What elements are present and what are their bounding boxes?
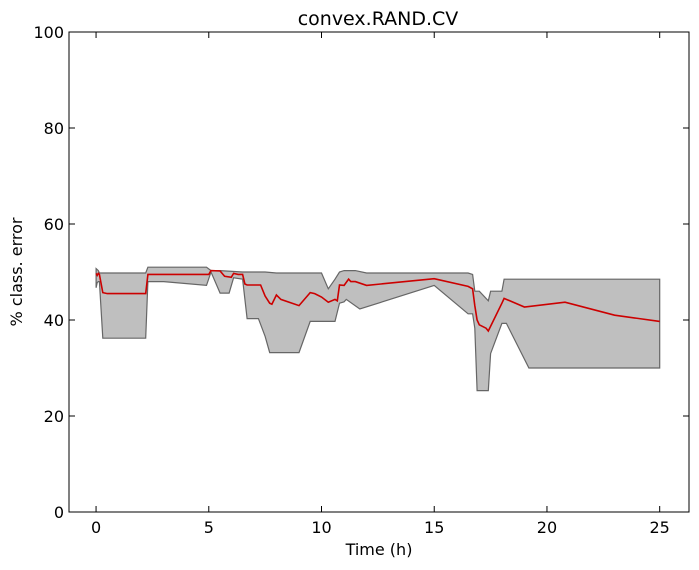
- x-axis-ticks: 0 5 10 15 20 25: [91, 32, 670, 537]
- y-axis-label: % class. error: [7, 217, 26, 326]
- x-tick-label: 25: [650, 518, 670, 537]
- y-tick-label: 40: [44, 311, 64, 330]
- x-tick-label: 20: [537, 518, 557, 537]
- x-tick-label: 0: [91, 518, 101, 537]
- plot-frame: [68, 31, 690, 513]
- error-band: [95, 266, 661, 392]
- y-tick-label: 80: [44, 119, 64, 138]
- x-tick-label: 15: [424, 518, 444, 537]
- y-tick-label: 20: [44, 407, 64, 426]
- y-tick-label: 0: [54, 503, 64, 522]
- band-area: [95, 266, 661, 392]
- x-axis-label: Time (h): [345, 540, 413, 559]
- chart-title: convex.RAND.CV: [298, 8, 459, 30]
- y-tick-label: 60: [44, 215, 64, 234]
- mean-series-line: [95, 269, 660, 333]
- x-tick-label: 5: [204, 518, 214, 537]
- x-tick-label: 10: [311, 518, 331, 537]
- y-axis-ticks: 0 20 40 60 80 100: [33, 23, 689, 522]
- y-tick-label: 100: [33, 23, 64, 42]
- mean-line: [95, 269, 660, 333]
